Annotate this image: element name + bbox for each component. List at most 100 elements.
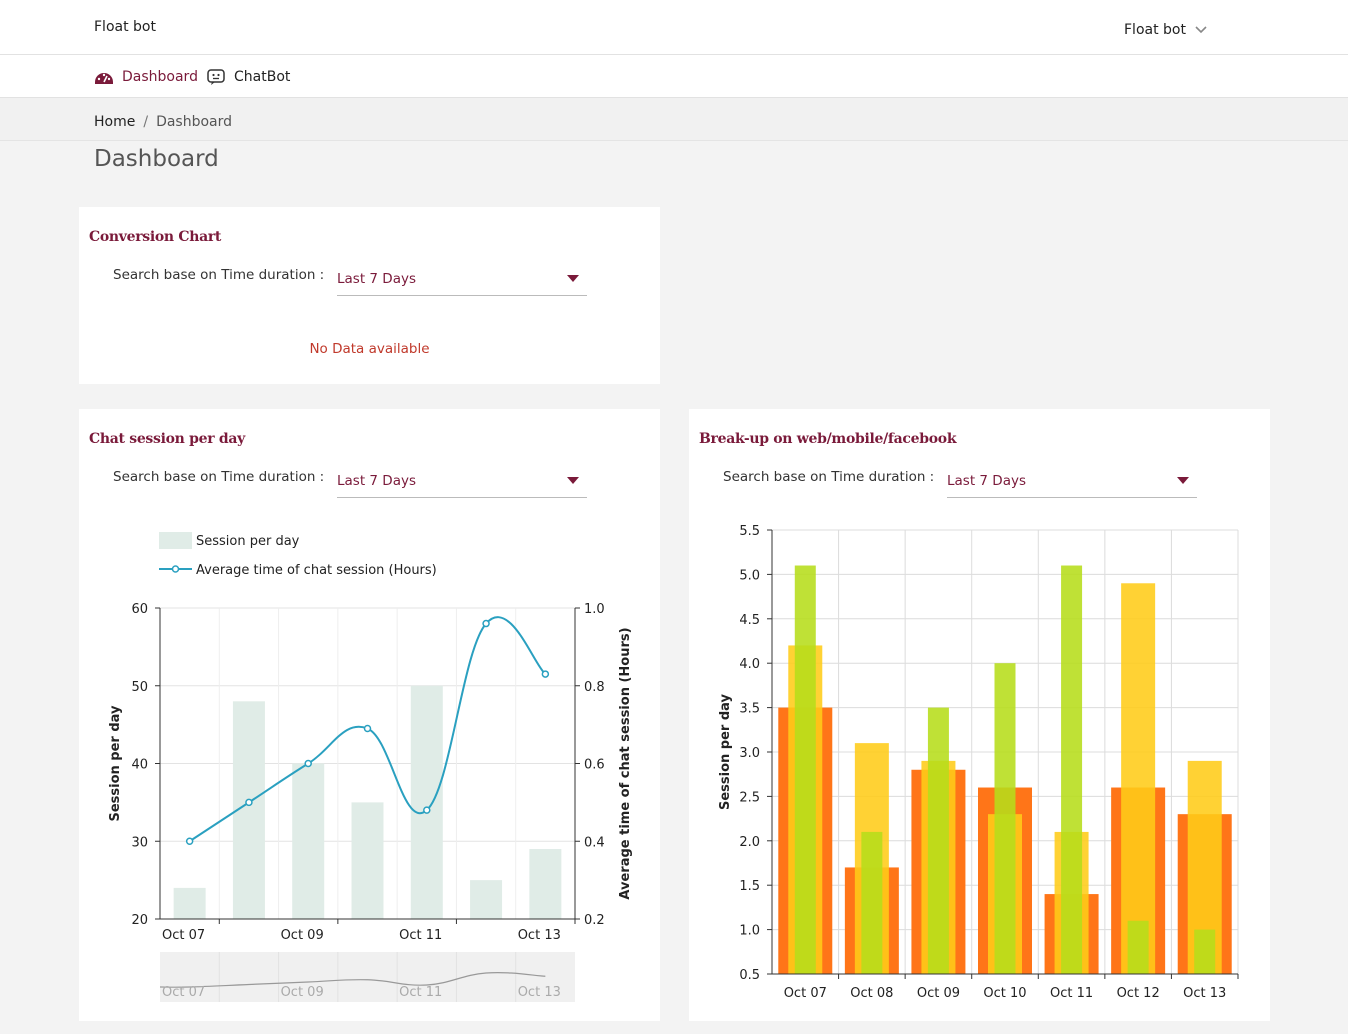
y-tick-label: 0.5 [739, 968, 760, 983]
y-tick-label-right: 0.2 [584, 913, 605, 928]
user-menu[interactable]: Float bot [1124, 22, 1208, 38]
breadcrumb-separator: / [143, 114, 149, 130]
time-duration-select[interactable]: Last 7 Days [337, 467, 587, 498]
nav-item-label: ChatBot [234, 69, 291, 85]
x-tick-label: Oct 12 [1117, 986, 1160, 1001]
y-tick-label-left: 20 [131, 913, 148, 928]
top-bar: Float bot Float bot [0, 0, 1348, 55]
point-avg-chat-time [304, 759, 312, 768]
x-tick-label: Oct 08 [850, 986, 893, 1001]
no-data-message: No Data available [309, 341, 430, 357]
y-tick-label-left: 30 [131, 835, 148, 850]
breadcrumb-bar: Home / Dashboard [0, 98, 1348, 141]
navigator-tick-label: Oct 09 [281, 985, 324, 1000]
time-filter-label: Search base on Time duration : [113, 469, 325, 485]
breakup-chart-card: Break-up on web/mobile/facebook Search b… [689, 409, 1270, 1021]
y-tick-label: 5.0 [739, 568, 760, 583]
navigator-tick-label: Oct 07 [162, 985, 205, 1000]
speedometer-icon [95, 73, 113, 84]
card-title: Conversion Chart [89, 229, 222, 245]
time-filter-label: Search base on Time duration : [723, 469, 935, 485]
bar-breakup-series-3 [927, 707, 949, 974]
select-value: Last 7 Days [947, 473, 1026, 489]
y-tick-label: 2.0 [739, 835, 760, 850]
y-tick-label: 3.5 [739, 702, 760, 717]
legend-marker-avg-time [171, 565, 180, 573]
breadcrumb: Home / Dashboard [94, 114, 232, 130]
breadcrumb-current: Dashboard [156, 114, 233, 130]
conversion-chart-card: Conversion Chart Search base on Time dur… [79, 207, 660, 384]
bar-session-per-day [351, 802, 384, 919]
bar-session-per-day [410, 685, 443, 919]
bar-breakup-series-3 [1061, 565, 1083, 974]
point-avg-chat-time [423, 806, 431, 814]
x-tick-label: Oct 07 [162, 928, 205, 943]
chat-session-card: Chat session per day Search base on Time… [79, 409, 660, 1021]
point-avg-chat-time [541, 670, 550, 678]
y-tick-label: 2.5 [739, 790, 760, 805]
brand-name[interactable]: Float bot [94, 19, 156, 35]
y-tick-label-left: 40 [131, 758, 148, 773]
point-avg-chat-time [185, 837, 194, 845]
x-tick-label: Oct 09 [281, 928, 324, 943]
x-tick-label: Oct 13 [518, 928, 561, 943]
select-value: Last 7 Days [337, 271, 416, 287]
x-tick-label: Oct 13 [1183, 986, 1226, 1001]
bar-breakup-series-3 [1127, 920, 1149, 974]
y-tick-label-right: 0.6 [584, 758, 605, 773]
bar-breakup-series-2 [1121, 583, 1156, 974]
navigator-background [160, 952, 575, 1002]
y-tick-label: 4.0 [739, 657, 760, 672]
y-axis-title: Session per day [718, 693, 733, 810]
bar-breakup-series-3 [994, 663, 1016, 974]
x-tick-label: Oct 07 [784, 986, 827, 1001]
bar-session-per-day [173, 887, 206, 919]
time-filter-label: Search base on Time duration : [113, 267, 325, 283]
bar-breakup-series-3 [861, 831, 883, 974]
legend-label-avg-time: Average time of chat session (Hours) [196, 563, 437, 578]
page-title: Dashboard [94, 146, 219, 172]
navigator-tick-label: Oct 11 [399, 985, 442, 1000]
y-tick-label-left: 50 [131, 680, 148, 695]
chevron-down-icon [1195, 26, 1207, 34]
session-chart: Session per day Average time of chat sess… [108, 532, 633, 1002]
card-title: Break-up on web/mobile/facebook [699, 431, 957, 447]
y-tick-label-right: 1.0 [584, 602, 605, 617]
main-nav: Dashboard ChatBot [0, 55, 1348, 98]
y-tick-label-right: 0.4 [584, 835, 605, 850]
nav-item-label: Dashboard [122, 69, 198, 85]
bar-breakup-series-3 [794, 565, 816, 974]
caret-down-icon [567, 477, 579, 484]
legend-swatch-sessions [159, 532, 192, 549]
y-tick-label-right: 0.8 [584, 680, 605, 695]
bar-breakup-series-3 [1194, 929, 1216, 974]
navigator-line [159, 972, 546, 988]
y-tick-label: 3.0 [739, 746, 760, 761]
bar-session-per-day [529, 849, 562, 919]
y-tick-label: 4.5 [739, 613, 760, 628]
chatbot-icon [207, 69, 225, 85]
user-menu-label: Float bot [1124, 22, 1186, 38]
y-axis-title-left: Session per day [108, 705, 123, 822]
nav-item-chatbot[interactable]: ChatBot [206, 68, 290, 86]
point-avg-chat-time [245, 798, 253, 807]
time-duration-select[interactable]: Last 7 Days [947, 467, 1197, 498]
y-axis-title-right: Average time of chat session (Hours) [618, 627, 633, 899]
legend-label-sessions: Session per day [196, 534, 300, 549]
x-tick-label: Oct 09 [917, 986, 960, 1001]
breadcrumb-home[interactable]: Home [94, 114, 136, 130]
point-avg-chat-time [482, 619, 490, 628]
nav-item-dashboard[interactable]: Dashboard [94, 68, 198, 86]
caret-down-icon [567, 275, 579, 282]
y-tick-label: 1.5 [739, 879, 760, 894]
x-tick-label: Oct 11 [399, 928, 442, 943]
bar-session-per-day [470, 880, 503, 919]
select-value: Last 7 Days [337, 473, 416, 489]
point-avg-chat-time [363, 724, 372, 733]
time-duration-select[interactable]: Last 7 Days [337, 265, 587, 296]
caret-down-icon [1177, 477, 1189, 484]
bar-session-per-day [292, 763, 325, 919]
navigator-tick-label: Oct 13 [518, 985, 561, 1000]
y-tick-label: 1.0 [739, 924, 760, 939]
y-tick-label: 5.5 [739, 524, 760, 539]
